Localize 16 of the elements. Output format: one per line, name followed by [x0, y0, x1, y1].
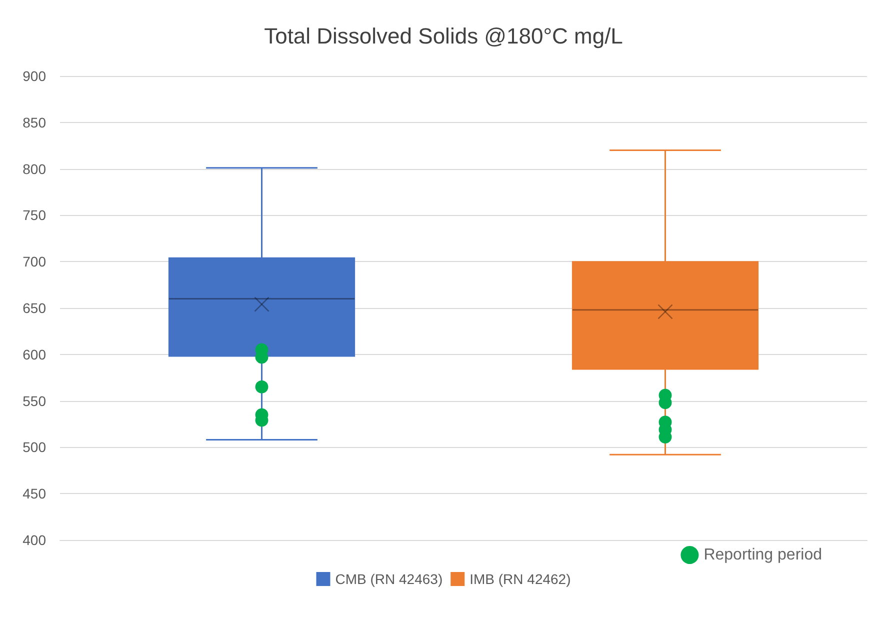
y-tick-label: 550 — [22, 392, 46, 409]
y-tick-label: 450 — [22, 486, 46, 502]
legend-label: Reporting period — [704, 546, 822, 564]
y-tick-label: 400 — [22, 532, 46, 548]
y-tick-label: 600 — [22, 346, 46, 362]
legend-label: IMB (RN 42462) — [470, 571, 571, 587]
y-tick-label: 900 — [22, 68, 46, 84]
legend-label: CMB (RN 42463) — [335, 571, 443, 587]
chart-title: Total Dissolved Solids @180°C mg/L — [264, 24, 623, 48]
y-tick-label: 700 — [22, 254, 46, 270]
y-tick-label: 750 — [22, 207, 46, 224]
point — [255, 380, 268, 394]
y-tick-label: 800 — [22, 160, 46, 177]
y-tick-label: 500 — [22, 439, 46, 456]
y-tick-label: 650 — [22, 300, 46, 316]
y-tick-label: 850 — [22, 114, 46, 130]
